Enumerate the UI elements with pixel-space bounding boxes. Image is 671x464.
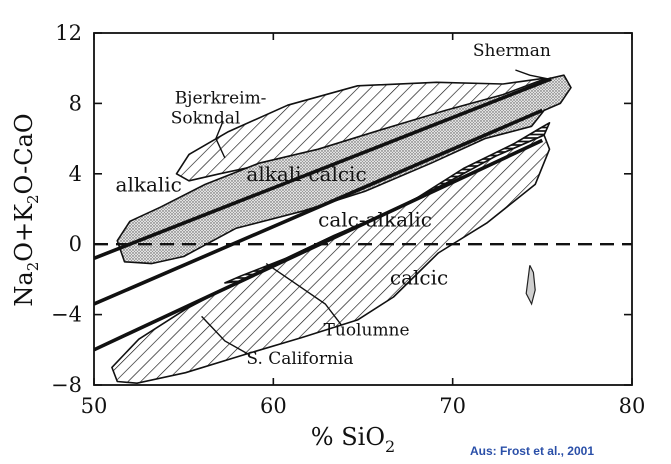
y-tick-label-4: 4	[69, 162, 82, 186]
field-label-s-california: S. California	[246, 349, 353, 369]
line-alkalic-alkali-calcic	[94, 77, 552, 260]
plot-frame	[93, 32, 633, 386]
y-tick-label-12: 12	[55, 21, 82, 45]
label-alkali-calcic: alkali-calcic	[246, 162, 366, 186]
x-tick-label-70: 70	[439, 394, 466, 418]
line-alkali-calcic-calc-alkalic	[94, 108, 544, 306]
field-sherman	[116, 74, 572, 265]
boundary-lines-layer	[94, 77, 632, 352]
leader-bjerkreim-sokndal	[215, 120, 226, 159]
x-axis-title: % SiO2	[311, 423, 395, 456]
leader-lines-layer	[201, 69, 548, 356]
source-caption: Aus: Frost et al., 2001	[470, 444, 594, 458]
annotation-labels: alkalic alkali-calcic calc-alkalic calcic Bj…	[116, 41, 551, 369]
label-calc-alkalic: calc-alkalic	[318, 208, 432, 232]
field-label-tuolumne: Tuolumne	[324, 321, 410, 341]
x-tick-label-80: 80	[619, 394, 646, 418]
y-tick-label-0: 0	[69, 232, 82, 256]
field-label-sherman: Sherman	[473, 41, 551, 61]
leader-s-california	[201, 315, 251, 356]
field-label-bjerkreim-sokndal-2: Sokndal	[171, 108, 241, 128]
leader-sherman	[515, 69, 548, 80]
y-tick-label-8: 8	[69, 91, 82, 115]
label-alkalic: alkalic	[116, 172, 182, 196]
fields-layer	[111, 74, 572, 385]
label-calcic: calcic	[390, 266, 448, 290]
leader-tuolumne	[265, 263, 343, 326]
axis-ticks: 50 60 70 80 −8 −4 0 4 8 12	[51, 21, 645, 418]
field-label-bjerkreim-sokndal-1: Bjerkreim-	[175, 88, 267, 108]
y-tick-label-minus-4: −4	[51, 303, 82, 327]
small-field-mark	[525, 265, 536, 306]
x-tick-label-60: 60	[260, 394, 287, 418]
x-tick-label-50: 50	[81, 394, 108, 418]
y-tick-label-minus-8: −8	[51, 373, 82, 397]
y-axis-title: Na2O+K2O-CaO	[10, 113, 42, 306]
